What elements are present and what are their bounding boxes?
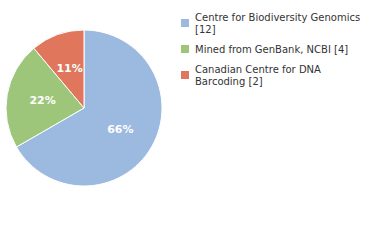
svg-text:Barcoding [2]: Barcoding [2] xyxy=(195,76,263,87)
svg-text:Centre for Biodiversity Genomi: Centre for Biodiversity Genomics xyxy=(195,12,363,23)
svg-text:11%: 11% xyxy=(56,62,82,75)
svg-text:22%: 22% xyxy=(29,94,55,107)
svg-text:66%: 66% xyxy=(107,123,133,136)
svg-text:Canadian Centre for DNA: Canadian Centre for DNA xyxy=(195,64,324,75)
svg-text:Mined from GenBank, NCBI [4]: Mined from GenBank, NCBI [4] xyxy=(195,44,348,55)
svg-text:[12]: [12] xyxy=(195,24,216,35)
